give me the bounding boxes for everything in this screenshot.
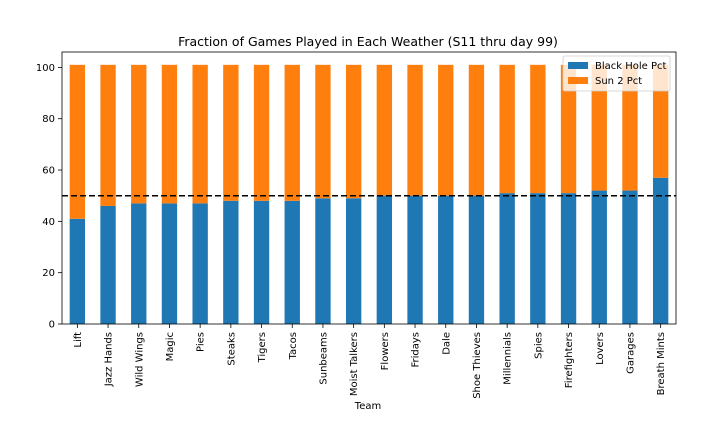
x-tick-label-15: Spies — [533, 332, 544, 359]
bar-sun-2-4 — [192, 64, 208, 204]
legend-box — [562, 55, 671, 92]
legend-label-0: Black Hole Pct — [595, 61, 667, 72]
bar-black-hole-2 — [131, 203, 147, 324]
bar-sun-2-15 — [530, 64, 546, 194]
x-tick-label-11: Fridays — [411, 332, 422, 368]
y-tick-label-4: 80 — [42, 114, 55, 125]
x-tick-label-8: Sunbeams — [318, 332, 329, 385]
bar-sun-2-1 — [100, 64, 116, 206]
bar-sun-2-6 — [253, 64, 270, 201]
y-tick-label-3: 60 — [42, 166, 55, 177]
bar-black-hole-6 — [253, 200, 270, 324]
x-tick-label-17: Lovers — [595, 332, 606, 365]
x-tick-label-5: Steaks — [226, 332, 237, 366]
bar-black-hole-13 — [468, 195, 485, 324]
bar-sun-2-7 — [284, 64, 300, 201]
bar-black-hole-19 — [652, 177, 669, 324]
x-tick-label-2: Wild Wings — [134, 332, 145, 387]
y-tick-label-0: 0 — [49, 320, 55, 331]
bar-sun-2-2 — [131, 64, 147, 204]
y-tick-label-5: 100 — [36, 63, 55, 74]
bar-black-hole-17 — [591, 190, 607, 324]
x-tick-label-19: Breath Mints — [656, 332, 667, 395]
bar-black-hole-18 — [622, 190, 638, 324]
y-tick-label-2: 40 — [42, 217, 55, 228]
bar-black-hole-12 — [438, 195, 454, 324]
bar-sun-2-13 — [468, 64, 485, 196]
x-tick-label-3: Magic — [165, 332, 176, 361]
plot-area: 0 20 40 60 80 100 Lift Jazz Hands Wild Wings Magi… — [36, 51, 677, 399]
bar-black-hole-4 — [192, 203, 208, 324]
bar-sun-2-18 — [622, 64, 638, 191]
x-tick-label-14: Millennials — [503, 332, 514, 385]
bar-black-hole-8 — [315, 198, 331, 324]
bar-sun-2-17 — [591, 64, 607, 191]
bar-black-hole-15 — [530, 193, 546, 324]
bar-black-hole-11 — [407, 195, 423, 324]
legend-swatch-1 — [568, 77, 588, 84]
bar-sun-2-19 — [652, 64, 669, 178]
bar-black-hole-14 — [499, 193, 515, 324]
bar-black-hole-0 — [69, 218, 86, 324]
plot-frame — [61, 51, 677, 325]
x-tick-label-0: Lift — [73, 332, 84, 348]
bar-sun-2-9 — [345, 64, 362, 199]
x-tick-label-1: Jazz Hands — [104, 332, 115, 387]
bar-black-hole-9 — [345, 198, 362, 324]
bar-sun-2-5 — [223, 64, 239, 201]
y-tick-label-1: 20 — [42, 268, 55, 279]
x-tick-label-16: Firefighters — [564, 332, 575, 388]
legend-swatch-0 — [568, 62, 588, 69]
x-tick-label-12: Dale — [441, 332, 452, 355]
chart-title: Fraction of Games Played in Each Weather… — [178, 34, 558, 49]
bar-sun-2-3 — [161, 64, 178, 204]
bar-sun-2-8 — [315, 64, 331, 199]
x-tick-label-6: Tigers — [257, 332, 268, 363]
bar-sun-2-10 — [376, 64, 393, 196]
x-tick-label-13: Shoe Thieves — [472, 332, 483, 399]
x-tick-label-18: Garages — [625, 332, 636, 374]
bar-sun-2-14 — [499, 64, 515, 194]
x-tick-label-10: Flowers — [380, 332, 391, 370]
x-axis-label: Team — [354, 401, 381, 412]
bar-black-hole-5 — [223, 200, 239, 324]
bar-black-hole-1 — [100, 205, 116, 324]
x-tick-label-7: Tacos — [288, 332, 299, 360]
bar-sun-2-0 — [69, 64, 86, 219]
bar-sun-2-12 — [438, 64, 454, 196]
bar-black-hole-10 — [376, 195, 393, 324]
x-tick-label-9: Moist Talkers — [349, 332, 360, 396]
bar-black-hole-16 — [560, 193, 577, 324]
bar-sun-2-11 — [407, 64, 423, 196]
legend-label-1: Sun 2 Pct — [595, 76, 642, 87]
bar-black-hole-7 — [284, 200, 300, 324]
bar-sun-2-16 — [560, 64, 577, 194]
bar-black-hole-3 — [161, 203, 178, 324]
x-tick-label-4: Pies — [196, 332, 207, 352]
